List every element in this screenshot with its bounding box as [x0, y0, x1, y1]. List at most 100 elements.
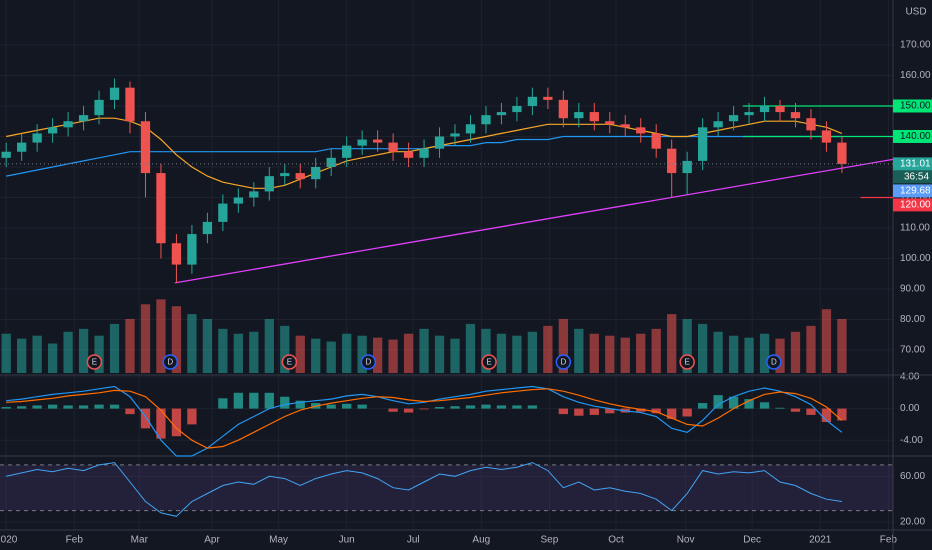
x-tick-label: Mar [131, 535, 149, 546]
candle-body [419, 148, 429, 158]
macd-histogram-bar [295, 400, 305, 409]
event-label: E [92, 358, 97, 367]
candle-body [249, 191, 259, 198]
candle-body [156, 173, 166, 244]
event-label: D [560, 358, 566, 367]
volume-bar [156, 299, 166, 373]
x-tick-label: May [269, 535, 288, 546]
price-badge [893, 99, 932, 113]
volume-bar [17, 338, 27, 373]
price-badge [893, 184, 932, 198]
macd-histogram-bar [156, 408, 166, 439]
volume-bar [280, 325, 290, 373]
volume-bar [728, 335, 739, 373]
y-tick-label: 60.00 [900, 471, 925, 482]
x-tick-label: 2021 [809, 535, 832, 546]
volume-bar [713, 331, 723, 373]
macd-histogram-bar [249, 392, 259, 409]
candle-body [728, 115, 739, 122]
candle-body [63, 121, 73, 128]
volume-bar [481, 328, 491, 373]
candle-body [342, 145, 352, 158]
candle-body [295, 173, 305, 180]
macd-histogram-bar [450, 406, 460, 409]
candle-body [651, 133, 661, 149]
volume-bar [63, 331, 73, 373]
macd-histogram-bar [605, 408, 615, 414]
volume-bar [558, 319, 568, 373]
candle-body [109, 87, 120, 100]
macd-histogram-bar [171, 408, 182, 437]
volume-bar [388, 339, 398, 373]
candle-body [311, 166, 321, 180]
x-tick-label: Feb [880, 535, 898, 546]
macd-histogram-bar [78, 405, 89, 409]
price-badge-label: 140.00 [900, 131, 931, 142]
volume-bar [496, 333, 507, 373]
event-marker [86, 354, 103, 370]
price-badge [893, 157, 932, 171]
volume-bar [32, 335, 42, 373]
volume-bar [94, 335, 104, 373]
candle-body [233, 197, 243, 204]
macd-histogram-bar [187, 408, 197, 425]
volume-bar [806, 325, 816, 373]
candle-body [806, 118, 816, 131]
price-badge-label: 129.68 [900, 186, 931, 197]
price-badge-label: 131.01 [900, 159, 931, 170]
y-tick-label: 4.00 [900, 372, 920, 383]
volume-bar [636, 333, 646, 373]
volume-bar [171, 306, 182, 373]
candle-body [357, 139, 367, 146]
macd-line [6, 385, 843, 457]
x-tick-label: Jun [339, 535, 355, 546]
macd-histogram-bar [558, 408, 568, 415]
volume-bar [403, 333, 414, 373]
event-label: D [365, 358, 371, 367]
volume-bar [357, 335, 367, 373]
macd-histogram-bar [264, 392, 274, 409]
price-badge [893, 198, 932, 212]
countdown-badge [893, 170, 932, 184]
countdown-label: 36:54 [904, 172, 929, 183]
macd-histogram-bar [233, 392, 243, 409]
candle-body [372, 139, 383, 143]
candle-body [171, 243, 182, 265]
candle-body [543, 96, 553, 100]
volume-bar [78, 328, 89, 373]
volume-bar [187, 314, 197, 373]
candle-body [589, 112, 599, 122]
macd-histogram-bar [574, 408, 584, 416]
volume-bar [837, 319, 847, 373]
x-tick-label: Nov [677, 535, 695, 546]
macd-histogram-bar [728, 396, 739, 409]
candle-body [125, 87, 135, 122]
volume-bar [574, 328, 584, 373]
macd-histogram-bar [125, 408, 135, 415]
event-marker [481, 354, 497, 370]
macd-histogram-bar [63, 405, 73, 409]
candle-body [78, 115, 89, 122]
volume-bar [775, 338, 785, 373]
candle-body [667, 148, 677, 174]
volume-bar [264, 319, 274, 373]
candle-body [496, 112, 507, 116]
volume-bar [512, 335, 522, 373]
macd-histogram-bar [47, 404, 58, 409]
candle-body [94, 99, 104, 116]
rsi-line [6, 462, 842, 517]
candle-body [790, 112, 801, 119]
candle-body [326, 157, 336, 167]
macd-histogram-bar [218, 398, 228, 409]
candle-body [682, 160, 692, 174]
macd-histogram-bar [697, 403, 708, 409]
candle-body [512, 105, 522, 113]
volume-bar [434, 335, 445, 373]
volume-bar [821, 309, 832, 373]
macd-histogram-bar [759, 402, 770, 409]
y-tick-label: 80.00 [900, 314, 925, 325]
macd-histogram-bar [465, 405, 476, 409]
macd-histogram-bar [1, 407, 11, 409]
macd-histogram-bar [109, 404, 120, 409]
volume-bar [697, 323, 708, 373]
